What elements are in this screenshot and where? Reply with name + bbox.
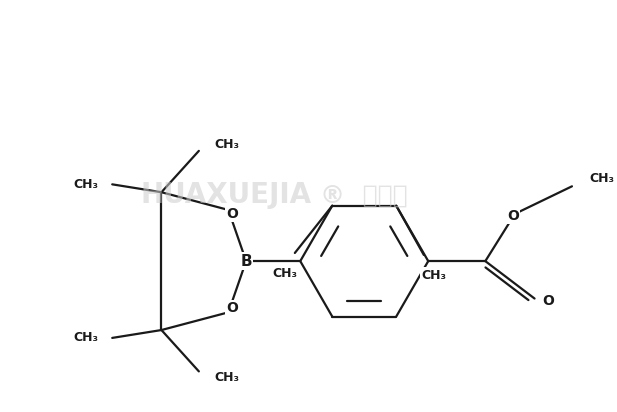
Text: O: O — [226, 302, 238, 315]
Text: HUAXUEJIA: HUAXUEJIA — [141, 181, 312, 209]
Text: B: B — [240, 254, 252, 269]
Text: CH₃: CH₃ — [215, 371, 239, 384]
Text: CH₃: CH₃ — [73, 331, 99, 344]
Text: CH₃: CH₃ — [73, 178, 99, 191]
Text: CH₃: CH₃ — [421, 269, 446, 282]
Text: CH₃: CH₃ — [273, 267, 297, 280]
Text: ®  化学加: ® 化学加 — [320, 183, 408, 207]
Text: O: O — [226, 207, 238, 221]
Text: CH₃: CH₃ — [215, 138, 239, 152]
Text: O: O — [542, 293, 554, 307]
Text: CH₃: CH₃ — [590, 172, 615, 185]
Text: O: O — [507, 209, 519, 223]
